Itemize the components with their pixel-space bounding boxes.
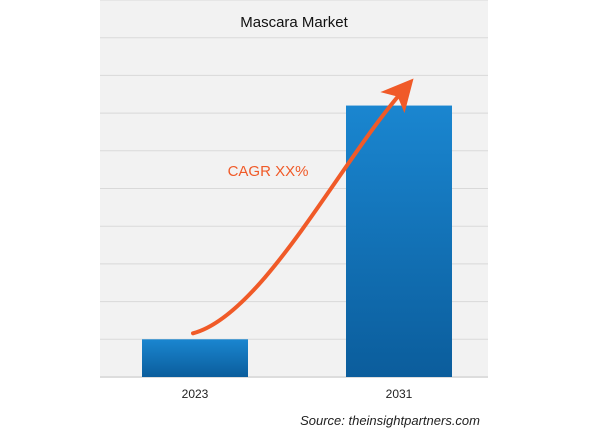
chart-title: Mascara Market [240, 14, 348, 31]
source-note: Source: theinsightpartners.com [300, 413, 480, 428]
x-tick-2031: 2031 [386, 387, 413, 401]
cagr-annotation: CAGR XX% [228, 163, 309, 180]
bar-2031 [346, 105, 452, 377]
bar-2023 [142, 339, 248, 377]
cagr-arrow [191, 78, 414, 336]
bars [142, 105, 452, 377]
x-tick-2023: 2023 [182, 387, 209, 401]
x-tick-labels: 2023 2031 [182, 387, 413, 401]
